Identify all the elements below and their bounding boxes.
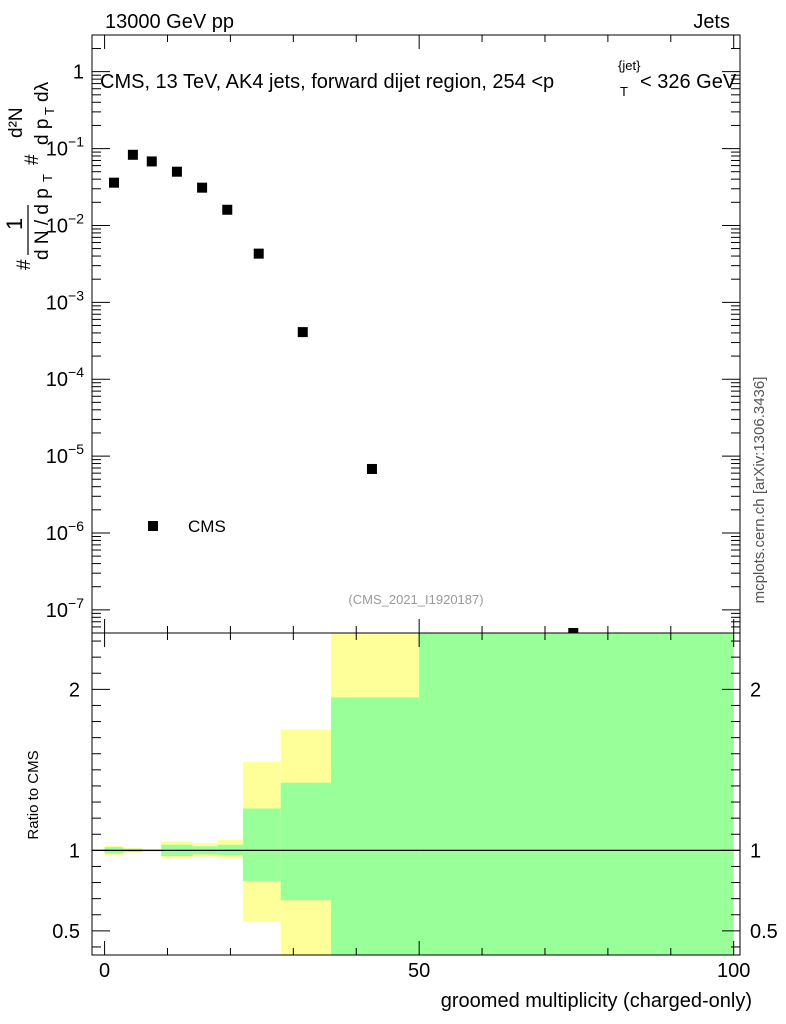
x-tick-label: 100 bbox=[717, 960, 750, 982]
legend-entry: CMS bbox=[188, 517, 226, 536]
main-ytick-label: 10−4 bbox=[46, 364, 84, 391]
x-tick-label: 50 bbox=[408, 960, 430, 982]
ratio-ytick-label-right: 2 bbox=[750, 679, 761, 701]
data-point bbox=[366, 463, 377, 474]
x-axis-label: groomed multiplicity (charged-only) bbox=[441, 990, 752, 1012]
chart-title: CMS, 13 TeV, AK4 jets, forward dijet reg… bbox=[100, 71, 554, 93]
chart-title-sub: T bbox=[620, 84, 628, 99]
main-ytick-label: 10−3 bbox=[46, 287, 84, 314]
ratio-bands bbox=[104, 633, 734, 955]
main-ytick-label: 10−6 bbox=[46, 518, 84, 545]
ratio-band-green bbox=[331, 697, 420, 955]
ratio-ytick-label: 2 bbox=[69, 679, 80, 701]
chart-title-tail: < 326 GeV bbox=[640, 71, 737, 93]
ratio-frame bbox=[91, 632, 741, 956]
data-point bbox=[171, 166, 182, 177]
data-point bbox=[127, 149, 138, 160]
ratio-ytick-label: 1 bbox=[69, 840, 80, 862]
main-frame bbox=[91, 34, 741, 634]
ratio-band-green bbox=[419, 633, 734, 955]
svg-text:T: T bbox=[40, 174, 55, 182]
ratio-ytick-label-right: 0.5 bbox=[750, 921, 778, 943]
svg-text:#: # bbox=[14, 259, 35, 270]
main-ytick-labels: 1 10−1 10−2 10−3 10−4 10−5 10−6 10−7 bbox=[46, 62, 84, 622]
chart-title-sup: {jet} bbox=[618, 58, 641, 73]
ratio-xtick-labels: 0 50 100 bbox=[99, 960, 750, 982]
main-points bbox=[109, 149, 579, 638]
legend-marker bbox=[148, 521, 158, 531]
data-point bbox=[253, 248, 264, 259]
main-panel: 1 10−1 10−2 10−3 10−4 10−5 10−6 10−7 CMS, 13 Te… bbox=[46, 34, 741, 638]
svg-text:1: 1 bbox=[2, 218, 27, 230]
ratio-ytick-label: 0.5 bbox=[52, 921, 80, 943]
svg-text:d N / d p: d N / d p bbox=[32, 188, 53, 260]
data-point bbox=[197, 182, 208, 193]
main-ytick-label: 10−2 bbox=[46, 210, 84, 237]
main-ytick-label: 10−7 bbox=[46, 595, 84, 622]
data-point bbox=[146, 156, 157, 167]
svg-text:d²N: d²N bbox=[6, 107, 27, 138]
data-point bbox=[297, 327, 308, 338]
ratio-ylabel: Ratio to CMS bbox=[25, 750, 42, 839]
energy-label: 13000 GeV pp bbox=[105, 11, 234, 33]
analysis-id: (CMS_2021_I1920187) bbox=[348, 592, 483, 607]
svg-text:#: # bbox=[22, 154, 43, 165]
data-point bbox=[222, 204, 233, 215]
data-point bbox=[109, 177, 120, 188]
main-ticks bbox=[92, 34, 740, 634]
category-label: Jets bbox=[693, 11, 730, 33]
svg-text:dλ: dλ bbox=[32, 81, 53, 102]
x-tick-label: 0 bbox=[99, 960, 110, 982]
main-ytick-label: 1 bbox=[73, 62, 84, 84]
svg-text:T: T bbox=[42, 107, 57, 115]
ratio-band-green bbox=[280, 782, 332, 901]
ratio-ytick-labels: 0.5 0.5 1 1 2 2 bbox=[52, 679, 778, 943]
main-ylabel: # 1 d N / d p T # d²N d p T dλ bbox=[2, 81, 57, 270]
ratio-band-green bbox=[242, 808, 281, 881]
svg-text:d p: d p bbox=[32, 119, 53, 145]
ratio-panel: 0.5 0.5 1 1 2 2 0 50 100 Ratio to CMS groomed m… bbox=[25, 632, 778, 1012]
ratio-ticks bbox=[92, 633, 740, 955]
main-ytick-label: 10−1 bbox=[46, 134, 84, 161]
source-watermark: mcplots.cern.ch [arXiv:1306.3436] bbox=[751, 377, 768, 604]
main-ytick-label: 10−5 bbox=[46, 441, 84, 468]
ratio-ytick-label-right: 1 bbox=[750, 840, 761, 862]
